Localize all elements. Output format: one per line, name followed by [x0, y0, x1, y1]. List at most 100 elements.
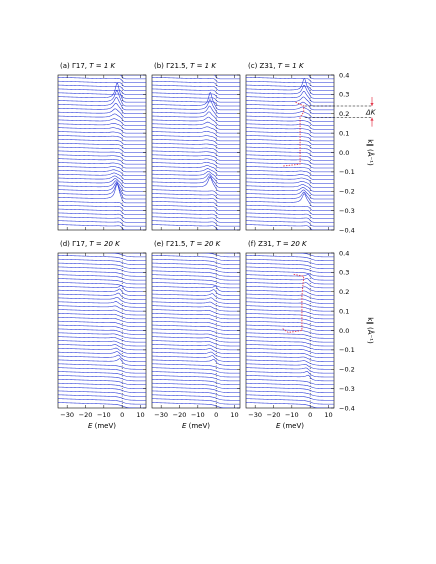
edc-curve [152, 282, 240, 289]
edc-curve [246, 212, 334, 219]
edc-curve [152, 371, 240, 378]
edc-curve [58, 96, 146, 111]
edc-curve [152, 220, 240, 227]
edc-curve [58, 317, 146, 324]
edc-curve [152, 208, 240, 215]
edc-curve [246, 224, 334, 230]
y-tick-label: −0.3 [339, 385, 355, 393]
x-axis-symbol: E [182, 422, 189, 430]
edc-curve [58, 220, 146, 227]
edc-curve [246, 348, 334, 355]
edc-curve [246, 158, 334, 165]
panel-tag: (e) [154, 240, 166, 248]
edc-curve [152, 154, 240, 161]
edc-curve [152, 216, 240, 223]
edc-curve [58, 135, 146, 142]
edc-curve [246, 90, 334, 103]
edc-curve [58, 386, 146, 393]
panel-temp: T = 1 K [278, 62, 305, 70]
edc-curve [289, 253, 334, 258]
edc-curve [58, 382, 146, 389]
panel-sample: Γ17, [72, 62, 89, 70]
edc-curve [58, 82, 146, 103]
edc-curve [58, 292, 146, 300]
edc-curve [246, 189, 334, 200]
edc-curve [152, 328, 240, 335]
x-axis-unit: (meV) [189, 422, 211, 430]
edc-curve [152, 382, 240, 389]
x-tick-label: 10 [324, 411, 332, 419]
panel-title: (d) Γ17, T = 20 K [60, 240, 121, 248]
edc-curve [58, 122, 146, 130]
y-tick-label: −0.1 [339, 168, 355, 176]
guide-line-f [282, 273, 305, 333]
x-axis-label: E (meV) [182, 422, 210, 430]
edc-curve [246, 170, 334, 177]
edc-curve [152, 324, 240, 331]
edc-curve [58, 146, 146, 153]
y-tick-label: 0.2 [339, 288, 349, 296]
edc-curve [152, 289, 240, 296]
edc-curve [246, 270, 334, 277]
panel-a [57, 74, 147, 231]
edc-curve [246, 146, 334, 153]
edc-curve [58, 278, 146, 285]
y-tick-label: 0.1 [339, 129, 349, 137]
panel-c [245, 74, 335, 231]
panel-temp: T = 20 K [276, 240, 308, 248]
edc-curve [246, 336, 334, 343]
edc-curve [246, 191, 334, 204]
edc-curve [58, 201, 146, 208]
edc-curve [246, 177, 334, 184]
edc-curve [152, 278, 240, 285]
edc-curve [152, 320, 240, 327]
edc-curve [152, 197, 240, 204]
edc-curve [58, 224, 146, 230]
edc-curve [152, 150, 240, 157]
curves [152, 253, 240, 408]
x-tick-label: 10 [230, 411, 238, 419]
edc-curve [152, 92, 240, 99]
edc-curve [58, 150, 146, 157]
edc-curve [152, 99, 240, 115]
edc-curve [246, 123, 334, 130]
edc-curve [246, 355, 334, 362]
edc-curve [246, 216, 334, 223]
edc-curve [58, 84, 146, 91]
panels-layer [57, 74, 374, 409]
edc-curve [218, 75, 240, 76]
x-tick-label: −30 [154, 411, 168, 419]
edc-curve [246, 382, 334, 389]
edc-curve [152, 266, 240, 273]
edc-curve [58, 139, 146, 146]
edc-curve [246, 193, 334, 208]
curves [246, 253, 334, 408]
edc-curve [58, 108, 146, 118]
delta-k-arrowhead-top [370, 103, 374, 106]
edc-curve [246, 344, 334, 351]
edc-curve [152, 77, 240, 84]
panel-temp: T = 1 K [190, 62, 217, 70]
panel-sample: Z31, [260, 62, 278, 70]
edc-curve [58, 301, 146, 308]
edc-curve [246, 154, 334, 161]
edc-curve [152, 88, 240, 95]
edc-curve [58, 216, 146, 223]
edc-curve [246, 371, 334, 378]
edc-curve [58, 309, 146, 316]
panel-sample: Γ17, [72, 240, 89, 248]
y-axis-label: k∥ (Å⁻¹) [366, 317, 375, 344]
edc-curve [58, 113, 146, 122]
edc-curve [246, 363, 334, 370]
panel-title: (e) Γ21.5, T = 20 K [154, 240, 222, 248]
edc-curve [246, 77, 334, 84]
edc-curve [246, 84, 334, 91]
panel-tag: (c) [248, 62, 260, 70]
edc-curve [58, 367, 146, 374]
edc-curve [58, 347, 146, 355]
edc-curve [246, 278, 334, 285]
edc-curve [246, 78, 334, 95]
edc-curve [58, 80, 146, 87]
edc-curve [58, 328, 146, 335]
edc-curve [246, 282, 334, 289]
